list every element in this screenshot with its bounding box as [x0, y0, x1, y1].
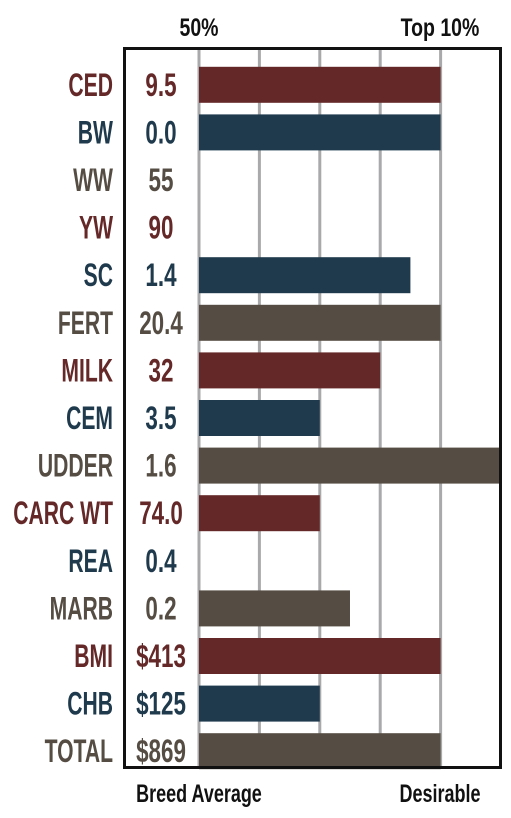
value-label: 20.4: [139, 305, 183, 341]
plot-frame: [123, 47, 502, 769]
footer-left-label: Breed Average: [136, 779, 262, 808]
bar: [199, 114, 441, 151]
bar: [199, 304, 441, 341]
category-label: WW: [73, 161, 113, 198]
value-label: $413: [136, 638, 186, 674]
value-label: 3.5: [145, 400, 176, 436]
category-label: TOTAL: [45, 733, 113, 770]
bar: [199, 638, 441, 674]
bar: [199, 495, 320, 532]
bar: [199, 400, 320, 436]
bar: [199, 66, 441, 103]
value-labels: 9.5 0.0 55 90 1.4 20.4 32 3.5 1.6 74.0 0.4 0.2 $413 $…: [136, 67, 186, 769]
value-label: 0.2: [145, 590, 176, 626]
value-label: 55: [149, 162, 174, 198]
value-label: 90: [149, 210, 174, 246]
category-label: BW: [78, 114, 114, 151]
bar: [199, 685, 320, 722]
category-label: YW: [79, 209, 113, 246]
bar: [199, 257, 411, 294]
value-label: 9.5: [145, 67, 176, 103]
value-label: 74.0: [139, 495, 183, 531]
category-label: UDDER: [38, 447, 113, 484]
row-labels: CED BW WW YW SC FERT MILK CEM UDDER CARC WT REA MAR…: [13, 66, 113, 769]
category-label: REA: [68, 542, 113, 579]
value-label: 0.0: [145, 114, 176, 150]
category-label: SC: [84, 257, 113, 294]
header-right-label: Top 10%: [401, 14, 480, 42]
value-label: 1.4: [145, 257, 177, 293]
value-label: 0.4: [145, 543, 177, 579]
bar: [199, 352, 381, 389]
category-label: MILK: [61, 352, 113, 389]
value-label: 1.6: [145, 448, 176, 484]
bar: [199, 733, 441, 770]
bar: [199, 590, 350, 627]
category-label: CHB: [67, 685, 113, 722]
footer-right-label: Desirable: [400, 779, 481, 808]
value-label: 32: [149, 352, 174, 388]
bar: [199, 447, 501, 484]
category-label: CED: [68, 66, 113, 103]
category-label: MARB: [50, 590, 113, 627]
header-left-label: 50%: [179, 14, 218, 42]
bars: [199, 66, 501, 770]
category-label: FERT: [58, 304, 113, 341]
category-label: CARC WT: [13, 495, 113, 532]
value-label: $869: [136, 733, 186, 769]
category-label: CEM: [66, 399, 113, 436]
value-label: $125: [136, 686, 186, 722]
category-label: BMI: [74, 637, 113, 674]
